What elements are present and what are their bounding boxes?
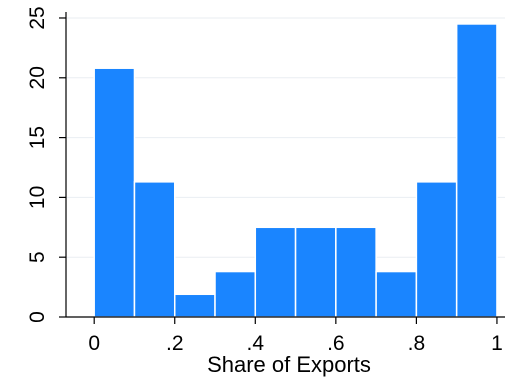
x-axis-ticks: 0 .2 .4 .6 .8 1: [88, 317, 503, 355]
histogram-bar: [214, 270, 257, 318]
x-tick-label: .8: [408, 332, 426, 355]
histogram-bar: [133, 181, 176, 318]
histogram-bar: [415, 181, 458, 318]
axes: [65, 12, 505, 318]
histogram-bar: [93, 67, 136, 318]
x-tick-label: .2: [166, 332, 184, 355]
histogram-bar: [375, 270, 418, 318]
y-tick-label: 15: [26, 126, 49, 149]
x-tick-label: .6: [327, 332, 345, 355]
x-tick-label: 1: [491, 332, 503, 355]
y-tick-label: 25: [26, 6, 49, 29]
bars: [93, 23, 498, 318]
x-axis-title: Share of Exports: [207, 352, 371, 377]
y-tick-label: 0: [26, 311, 49, 323]
histogram-bar: [335, 226, 377, 318]
histogram-bar: [254, 226, 297, 318]
histogram-bar: [173, 293, 216, 318]
histogram-bar: [294, 226, 337, 318]
y-tick-label: 20: [26, 66, 49, 89]
y-axis-ticks: 0 5 10 15 20 25: [26, 6, 66, 323]
x-tick-label: 0: [88, 332, 100, 355]
y-tick-label: 5: [26, 251, 49, 263]
histogram-bar: [455, 23, 498, 318]
x-tick-label: .4: [247, 332, 265, 355]
y-tick-label: 10: [26, 186, 49, 209]
